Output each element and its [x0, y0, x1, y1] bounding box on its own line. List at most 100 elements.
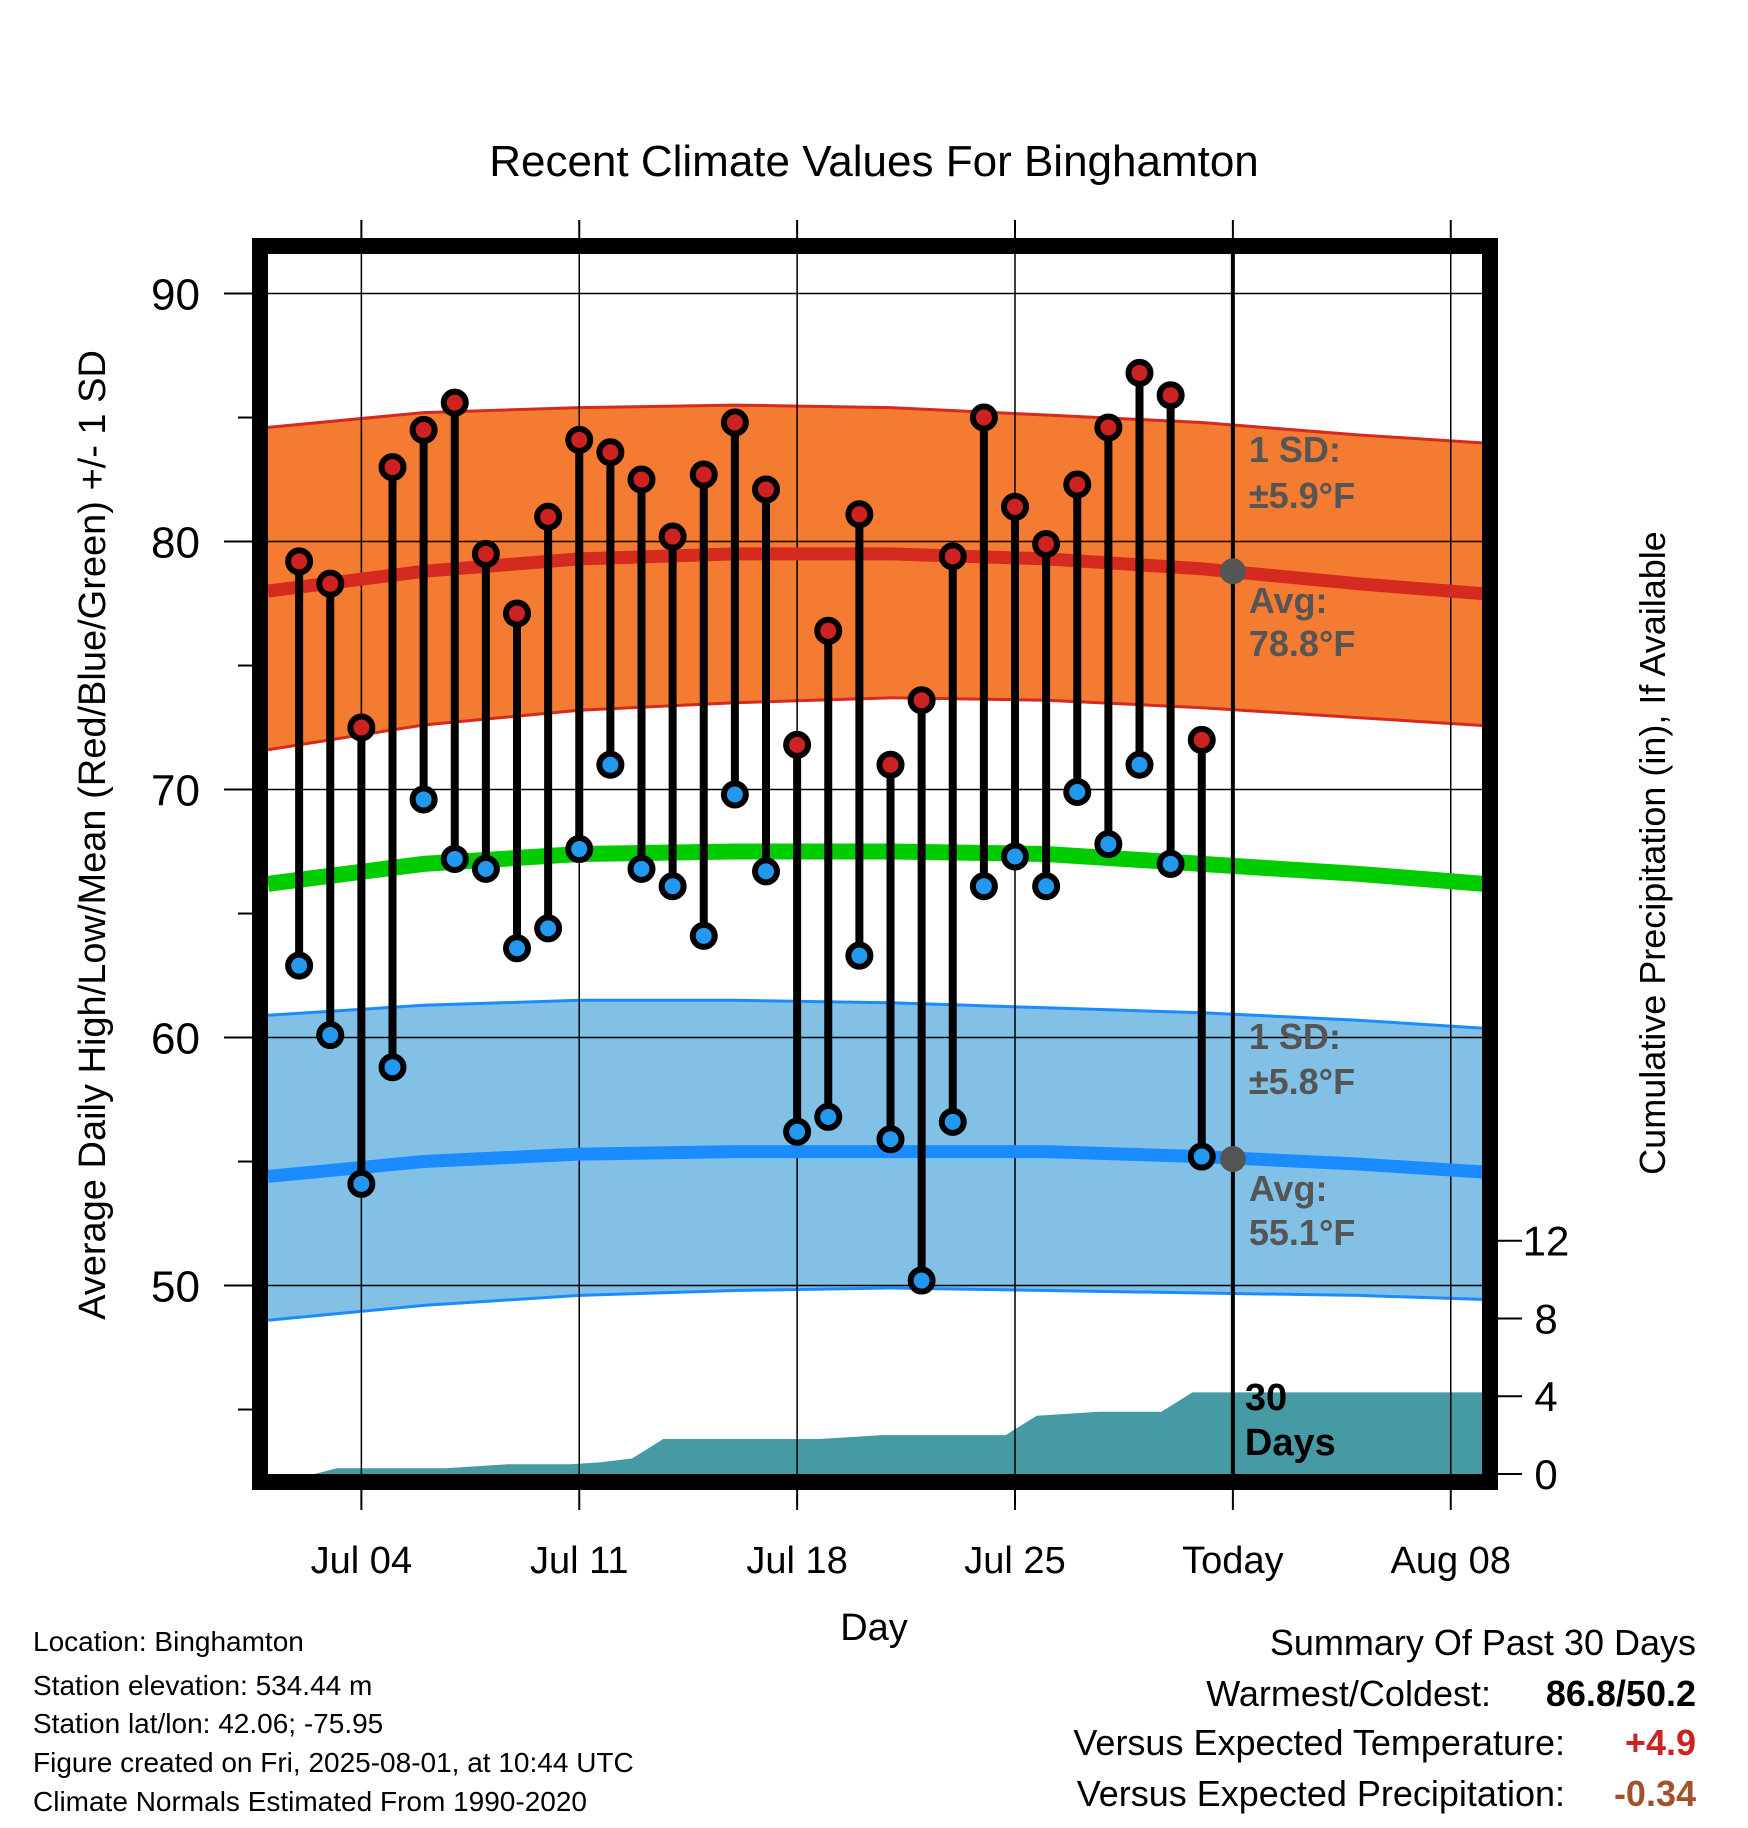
y-tick-label: 70: [151, 767, 200, 816]
high-point: [1187, 725, 1216, 754]
high-point: [1032, 530, 1061, 558]
low-point: [938, 1107, 967, 1136]
high-point: [347, 713, 376, 742]
high-point: [907, 686, 936, 715]
x-tick-label: Jul 11: [530, 1540, 629, 1582]
y2-tick-label: 0: [1534, 1451, 1557, 1498]
low-avg-value: 55.1°F: [1249, 1212, 1355, 1253]
low-point: [969, 872, 998, 901]
window-label-unit: Days: [1245, 1422, 1336, 1464]
low-point: [627, 854, 656, 883]
high-point: [1156, 381, 1185, 410]
high-avg-today-marker: [1219, 558, 1246, 585]
low-point: [1125, 750, 1154, 779]
high-point: [658, 522, 687, 551]
low-point: [752, 857, 780, 886]
summary-warmest-label: Warmest/Coldest:: [1206, 1673, 1491, 1714]
low-point: [409, 785, 438, 814]
y2-tick-label: 12: [1523, 1218, 1570, 1265]
high-point: [689, 460, 718, 489]
x-tick-label: Jul 04: [311, 1540, 412, 1582]
x-tick-label: Jul 25: [964, 1540, 1065, 1582]
high-point: [752, 475, 780, 504]
y-tick-label: 90: [151, 271, 200, 320]
footer-location: Location: Binghamton: [33, 1626, 304, 1657]
high-point: [876, 750, 905, 779]
high-point: [534, 502, 563, 531]
y-tick-label: 60: [151, 1015, 200, 1064]
low-point: [347, 1169, 376, 1198]
y-tick-label: 80: [151, 519, 200, 568]
high-point: [503, 599, 531, 628]
high-avg-value: 78.8°F: [1249, 623, 1355, 664]
low-point: [285, 951, 314, 980]
y2-tick-label: 8: [1534, 1295, 1557, 1342]
summary-temp-value: +4.9: [1624, 1722, 1696, 1763]
high-point: [471, 539, 500, 568]
x-tick-label: Aug 08: [1391, 1540, 1511, 1582]
summary-precip-value: -0.34: [1613, 1773, 1696, 1814]
high-point: [596, 438, 625, 467]
footer-latlon: Station lat/lon: 42.06; -75.95: [33, 1708, 384, 1739]
high-point: [1125, 358, 1154, 387]
low-point: [565, 835, 594, 864]
high-point: [814, 616, 843, 645]
chart-title: Recent Climate Values For Binghamton: [489, 137, 1259, 186]
high-sd-band: [268, 405, 1482, 750]
low-point: [845, 941, 874, 970]
low-point: [814, 1102, 843, 1131]
high-sd-band-upper-edge: [268, 403, 1482, 445]
low-point: [1094, 830, 1123, 859]
x-tick-label: Jul 18: [746, 1540, 847, 1582]
high-point: [1001, 492, 1029, 521]
high-point: [440, 388, 469, 417]
low-point: [1032, 872, 1061, 901]
plot-frame: [252, 238, 1498, 1490]
high-sd-value: ±5.9°F: [1249, 475, 1355, 516]
y2-tick-label: 4: [1534, 1373, 1557, 1420]
precip-area: [268, 1392, 1482, 1474]
high-point: [969, 403, 998, 432]
low-point: [471, 854, 500, 883]
y-tick-label: 50: [151, 1263, 200, 1312]
low-point: [378, 1053, 407, 1082]
x-axis-label: Day: [840, 1607, 908, 1649]
high-point: [1063, 470, 1092, 499]
high-point: [409, 415, 438, 444]
low-point: [440, 844, 469, 873]
high-sd-title: 1 SD:: [1249, 429, 1341, 470]
low-point: [596, 750, 625, 779]
low-point: [689, 921, 718, 950]
summary-title: Summary Of Past 30 Days: [1269, 1622, 1696, 1663]
low-point: [658, 872, 687, 901]
low-point: [503, 934, 531, 963]
low-sd-value: ±5.8°F: [1249, 1061, 1355, 1102]
window-label-number: 30: [1245, 1377, 1287, 1419]
footer-created: Figure created on Fri, 2025-08-01, at 10…: [33, 1747, 634, 1778]
low-sd-title: 1 SD:: [1249, 1016, 1341, 1057]
high-sd-band-lower-edge: [268, 696, 1482, 752]
high-point: [565, 425, 594, 454]
low-point: [1001, 842, 1029, 871]
high-point: [627, 465, 656, 494]
summary-temp-label: Versus Expected Temperature:: [1073, 1722, 1565, 1763]
low-avg-today-marker: [1219, 1146, 1246, 1173]
high-avg-title: Avg:: [1249, 580, 1328, 621]
low-point: [783, 1117, 812, 1146]
high-point: [845, 500, 874, 529]
summary-precip-label: Versus Expected Precipitation:: [1076, 1773, 1565, 1814]
high-point: [938, 542, 967, 571]
footer-elevation: Station elevation: 534.44 m: [33, 1670, 373, 1701]
y2-axis-label: Cumulative Precipitation (in), If Availa…: [1632, 531, 1673, 1175]
plot-area: [268, 254, 1482, 1474]
low-sd-band-lower-edge: [268, 1286, 1482, 1322]
high-point: [1094, 413, 1123, 442]
high-point: [316, 569, 345, 598]
low-point: [316, 1021, 345, 1050]
high-average-line: [268, 547, 1482, 601]
low-point: [720, 780, 749, 809]
footer-normals: Climate Normals Estimated From 1990-2020: [33, 1786, 587, 1817]
high-point: [720, 408, 749, 437]
low-point: [907, 1266, 936, 1295]
